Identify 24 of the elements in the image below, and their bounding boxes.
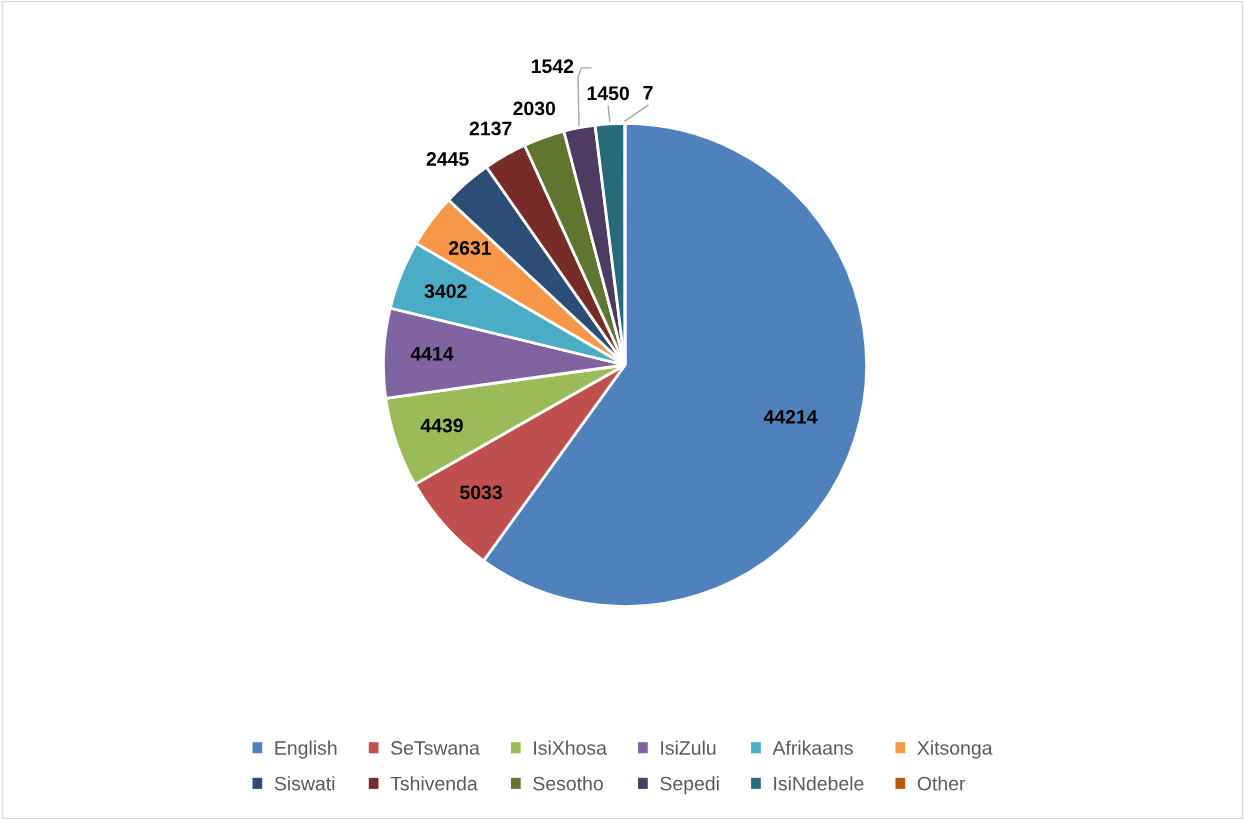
legend-label: IsiZulu	[661, 740, 716, 755]
legend-label: Tshivenda	[390, 776, 478, 791]
data-label: 1450	[587, 86, 629, 101]
legend-label: Afrikaans	[772, 740, 853, 755]
data-label: 1542	[531, 59, 574, 74]
data-label: 2631	[449, 241, 492, 255]
data-label: 5033	[460, 485, 503, 500]
legend-label: IsiXhosa	[534, 740, 607, 755]
data-label: 2445	[426, 152, 469, 166]
data-label: 4439	[420, 418, 463, 433]
data-label: 7	[643, 86, 653, 100]
data-label: 3402	[424, 284, 467, 299]
data-label: 4414	[410, 347, 454, 361]
legend-label: Siswati	[274, 776, 335, 791]
legend-label: IsiNdebele	[774, 776, 864, 791]
data-label: 44214	[763, 409, 818, 424]
legend-label: SeTswana	[391, 741, 480, 755]
legend-label: Xitsonga	[917, 740, 993, 759]
data-label: 2137	[469, 121, 512, 136]
legend-label: Sepedi	[660, 776, 719, 795]
legend-label: Sesotho	[533, 776, 603, 791]
data-label: 2030	[513, 101, 556, 116]
legend-label: English	[275, 740, 337, 759]
legend-label: Other	[917, 776, 966, 791]
